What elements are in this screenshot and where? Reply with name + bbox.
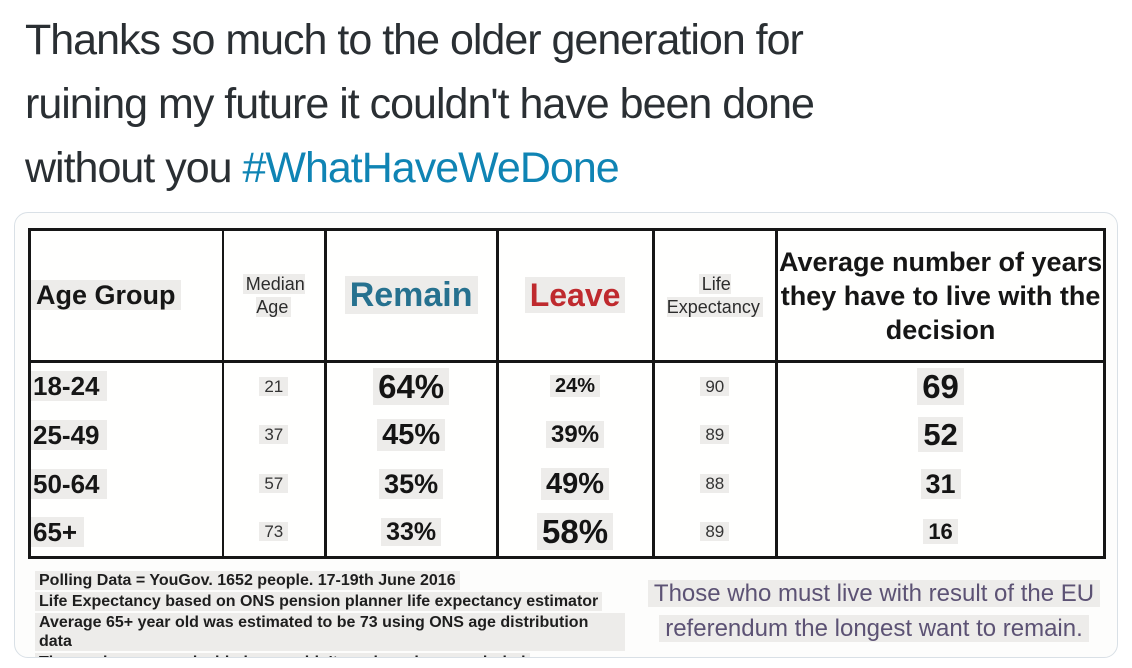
footnote-median-estimate: Average 65+ year old was estimated to be…: [35, 613, 625, 651]
hashtag-link[interactable]: #WhatHaveWeDone: [242, 144, 619, 192]
cell-median-age: 21: [223, 361, 327, 411]
cell-age-group-value: 25-49: [31, 419, 107, 450]
cell-leave-pct: 49%: [497, 459, 655, 509]
col-header-years-to-live: Average number of years they have to liv…: [776, 229, 1105, 363]
cell-years-value: 69: [917, 367, 964, 405]
cell-life-expectancy: 88: [653, 459, 779, 509]
col-header-leave-label: Leave: [524, 277, 626, 313]
footnote-text: Average 65+ year old was estimated to be…: [35, 613, 625, 651]
cell-years-to-live: 16: [777, 509, 1105, 558]
col-header-age-group-label: Age Group: [31, 280, 181, 310]
cell-age-group-value: 65+: [31, 516, 85, 547]
cell-remain-value: 33%: [381, 517, 442, 546]
tweet-text-line-1: Thanks so much to the older generation f…: [25, 16, 804, 64]
col-header-remain-label: Remain: [344, 276, 478, 314]
footnote-life-expectancy-source: Life Expectancy based on ONS pension pla…: [35, 592, 625, 611]
footnote-polling-source: Polling Data = YouGov. 1652 people. 17-1…: [35, 571, 625, 590]
cell-age-group-value: 18-24: [31, 371, 107, 402]
col-header-median-age-label: Median Age: [242, 273, 305, 317]
table-row-50-64: 50-64 57 35% 49% 88 31: [29, 459, 1105, 509]
cell-leave-value: 24%: [550, 375, 601, 398]
cell-median-age-value: 21: [259, 376, 289, 396]
cell-remain-value: 64%: [373, 367, 450, 405]
footnote-text: Polling Data = YouGov. 1652 people. 17-1…: [35, 571, 460, 590]
cell-leave-value: 58%: [537, 513, 614, 551]
cell-median-age: 57: [223, 459, 327, 509]
cell-years-value: 52: [918, 417, 963, 452]
cell-median-age-value: 57: [259, 474, 289, 493]
col-header-age-group: Age Group: [29, 229, 224, 363]
footnote-text: Life Expectancy based on ONS pension pla…: [35, 592, 603, 611]
cell-leave-pct: 58%: [497, 508, 655, 558]
cell-median-age: 37: [223, 410, 327, 460]
cell-life-expectancy-value: 88: [700, 474, 730, 493]
cell-years-to-live: 52: [777, 411, 1105, 460]
cell-life-expectancy: 89: [653, 508, 779, 558]
cell-leave-pct: 24%: [497, 361, 655, 411]
table-row-18-24: 18-24 21 64% 24% 90 69: [29, 361, 1105, 411]
cell-median-age-value: 73: [259, 522, 289, 542]
col-header-life-expectancy: Life Expectancy: [653, 229, 779, 363]
cell-median-age-value: 37: [259, 425, 289, 444]
cell-years-to-live: 31: [777, 460, 1105, 509]
cell-life-expectancy: 89: [653, 410, 779, 460]
cell-leave-value: 49%: [541, 467, 610, 500]
cell-age-group: 18-24: [29, 361, 224, 411]
footnotes: Polling Data = YouGov. 1652 people. 17-1…: [35, 571, 625, 657]
tweet-text-line-2: ruining my future it couldn't have been …: [25, 80, 815, 128]
cell-age-group: 65+: [29, 508, 224, 558]
cell-years-to-live: 69: [777, 362, 1105, 411]
cell-remain-pct: 64%: [325, 361, 499, 411]
tweet-media-image[interactable]: Age Group Median Age Remain Leave Life E…: [14, 212, 1118, 658]
col-header-leave: Leave: [497, 229, 655, 363]
age-vote-table: Age Group Median Age Remain Leave Life E…: [28, 228, 1106, 559]
cell-life-expectancy-value: 89: [700, 522, 730, 542]
tweet-text-line-3: without you #WhatHaveWeDone: [25, 136, 1108, 200]
cell-life-expectancy-value: 89: [700, 425, 730, 444]
cell-leave-pct: 39%: [497, 410, 655, 460]
cell-remain-pct: 33%: [325, 508, 499, 558]
table-row-25-49: 25-49 37 45% 39% 89 52: [29, 410, 1105, 460]
footnote-text: Those who were undecided or wouldn't say…: [35, 653, 530, 657]
col-header-remain: Remain: [325, 229, 499, 363]
cell-remain-pct: 35%: [325, 459, 499, 509]
tweet-text: Thanks so much to the older generation f…: [0, 0, 1132, 200]
cell-leave-value: 39%: [546, 421, 605, 448]
tweet-text-line-3-prefix: without you: [25, 144, 243, 192]
cell-median-age: 73: [223, 508, 327, 558]
cell-life-expectancy: 90: [653, 361, 779, 411]
conclusion-line-1: Those who must live with result of the E…: [647, 580, 1101, 607]
footnote-undecided-excluded: Those who were undecided or wouldn't say…: [35, 653, 625, 657]
cell-remain-value: 45%: [377, 418, 446, 451]
conclusion-note: Those who must live with result of the E…: [633, 576, 1115, 646]
col-header-median-age: Median Age: [223, 229, 327, 363]
cell-years-value: 31: [920, 468, 961, 499]
cell-remain-pct: 45%: [325, 410, 499, 460]
cell-years-value: 16: [923, 519, 958, 545]
cell-life-expectancy-value: 90: [700, 376, 730, 396]
col-header-life-expectancy-label: Life Expectancy: [666, 273, 763, 317]
cell-age-group: 25-49: [29, 410, 224, 460]
conclusion-line-2: referendum the longest want to remain.: [659, 615, 1089, 642]
table-row-65-plus: 65+ 73 33% 58% 89 16: [29, 508, 1105, 558]
table-header-row: Age Group Median Age Remain Leave Life E…: [29, 229, 1105, 363]
cell-remain-value: 35%: [379, 468, 444, 499]
cell-age-group: 50-64: [29, 459, 224, 509]
cell-age-group-value: 50-64: [31, 468, 107, 499]
